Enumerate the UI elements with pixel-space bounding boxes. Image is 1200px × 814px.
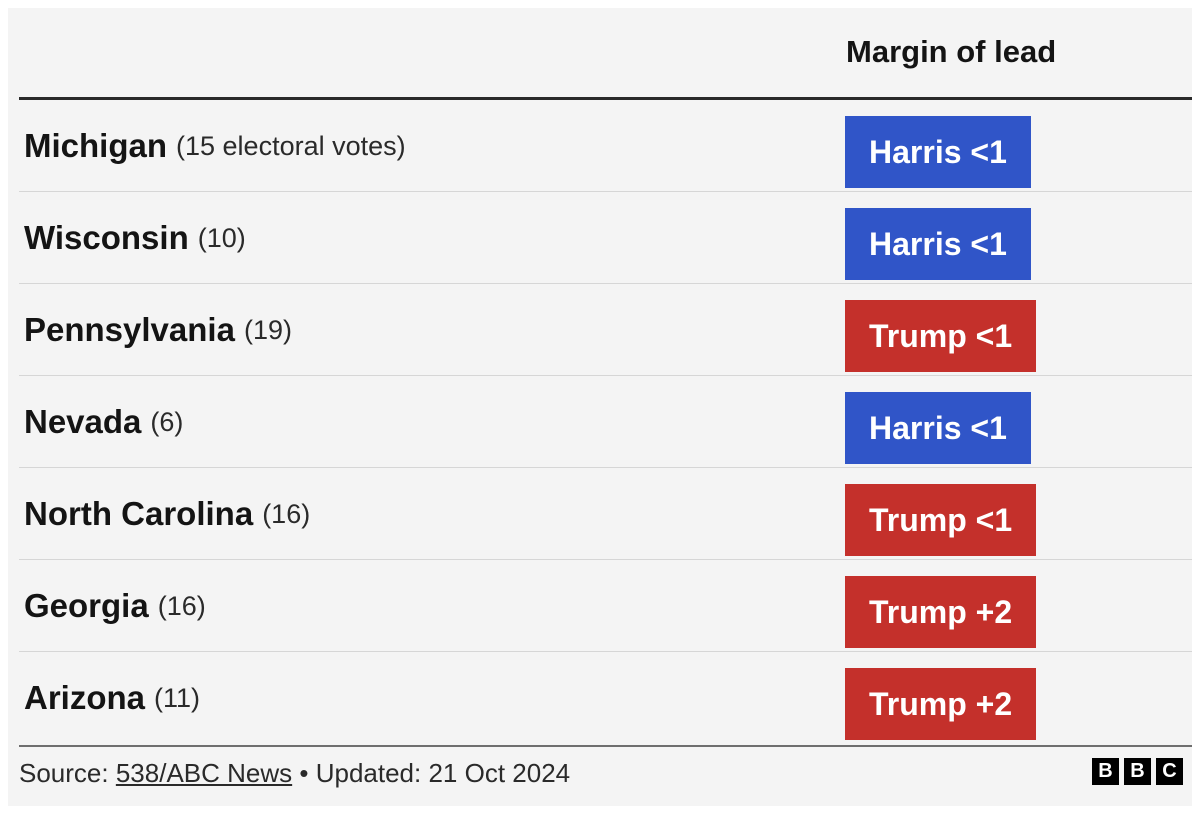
state-row: Arizona (11) Trump +2 — [19, 652, 1192, 744]
state-label: Wisconsin (10) — [24, 192, 246, 284]
state-label: Nevada (6) — [24, 376, 183, 468]
state-label: Georgia (16) — [24, 560, 206, 652]
state-row: North Carolina (16) Trump <1 — [19, 468, 1192, 560]
state-name: Arizona — [24, 679, 146, 716]
margin-badge: Trump <1 — [845, 484, 1037, 556]
state-row: Nevada (6) Harris <1 — [19, 376, 1192, 468]
state-row: Georgia (16) Trump +2 — [19, 560, 1192, 652]
state-rows: Michigan (15 electoral votes) Harris <1 Wis… — [19, 100, 1192, 744]
footer: Source: 538/ABC News • Updated: 21 Oct 2… — [19, 756, 570, 790]
chart-panel: Margin of lead Michigan (15 electoral vot… — [8, 8, 1192, 806]
margin-badge: Trump +2 — [845, 668, 1037, 740]
state-name: Pennsylvania — [24, 311, 235, 348]
updated-text: • Updated: 21 Oct 2024 — [299, 757, 571, 788]
electoral-votes: (19) — [243, 314, 292, 345]
margin-badge: Harris <1 — [845, 392, 1031, 464]
table-header: Margin of lead — [8, 8, 1192, 100]
bbc-logo-letter: C — [1156, 758, 1183, 785]
bbc-logo-letter: B — [1092, 758, 1119, 785]
electoral-votes: (10) — [197, 222, 246, 253]
margin-badge: Trump +2 — [845, 576, 1037, 648]
state-row: Wisconsin (10) Harris <1 — [19, 192, 1192, 284]
state-name: Georgia — [24, 587, 149, 624]
state-label: Michigan (15 electoral votes) — [24, 100, 406, 192]
state-label: North Carolina (16) — [24, 468, 310, 560]
electoral-votes: (11) — [154, 682, 201, 713]
state-row: Michigan (15 electoral votes) Harris <1 — [19, 100, 1192, 192]
bbc-logo: B B C — [1092, 758, 1183, 785]
margin-of-lead-header: Margin of lead — [846, 34, 1057, 69]
state-name: Michigan — [24, 127, 168, 164]
margin-badge: Trump <1 — [845, 300, 1037, 372]
source-link[interactable]: 538/ABC News — [115, 757, 293, 788]
header-divider — [19, 97, 1192, 100]
state-label: Arizona (11) — [24, 652, 200, 744]
electoral-votes: (6) — [150, 406, 184, 437]
electoral-votes: (15 electoral votes) — [176, 130, 406, 161]
state-label: Pennsylvania (19) — [24, 284, 292, 376]
electoral-votes: (16) — [157, 590, 206, 621]
state-name: Nevada — [24, 403, 142, 440]
electoral-votes: (16) — [262, 498, 311, 529]
footer-divider — [19, 745, 1192, 747]
state-name: Wisconsin — [24, 219, 189, 256]
bbc-logo-letter: B — [1124, 758, 1151, 785]
source-prefix: Source: — [19, 757, 109, 788]
margin-badge: Harris <1 — [845, 116, 1031, 188]
margin-badge: Harris <1 — [845, 208, 1031, 280]
state-name: North Carolina — [24, 495, 254, 532]
state-row: Pennsylvania (19) Trump <1 — [19, 284, 1192, 376]
